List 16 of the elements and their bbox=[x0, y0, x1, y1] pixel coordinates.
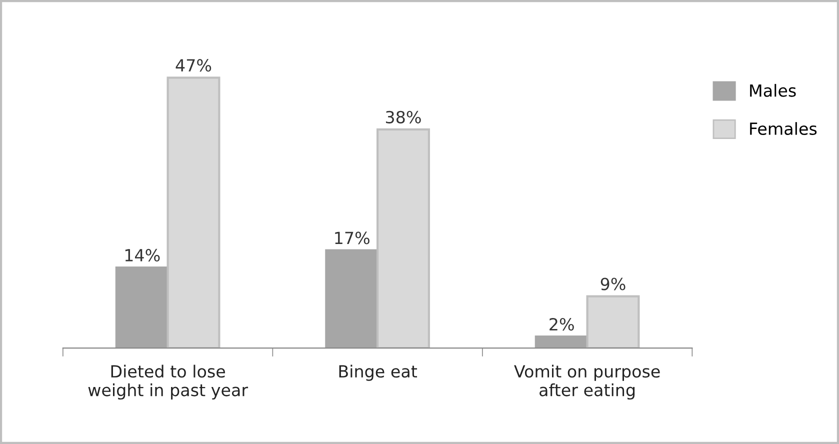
bar bbox=[166, 76, 220, 348]
x-tick-label: Vomit on purpose after eating bbox=[514, 364, 660, 400]
bar bbox=[586, 295, 640, 348]
bar bbox=[376, 128, 430, 348]
bar bbox=[534, 336, 588, 348]
bar bbox=[115, 266, 169, 348]
data-label: 47% bbox=[176, 59, 212, 72]
data-label: 9% bbox=[600, 278, 626, 290]
data-label: 2% bbox=[550, 318, 574, 331]
x-tick-label: Binge eat bbox=[339, 364, 418, 381]
legend-label: Females bbox=[750, 122, 817, 136]
legend-label: Males bbox=[750, 84, 796, 97]
x-tick-label: Dieted to lose weight in past year bbox=[88, 364, 248, 400]
data-label: 38% bbox=[386, 110, 421, 124]
data-label: 14% bbox=[125, 248, 160, 262]
data-label: 17% bbox=[335, 232, 370, 244]
